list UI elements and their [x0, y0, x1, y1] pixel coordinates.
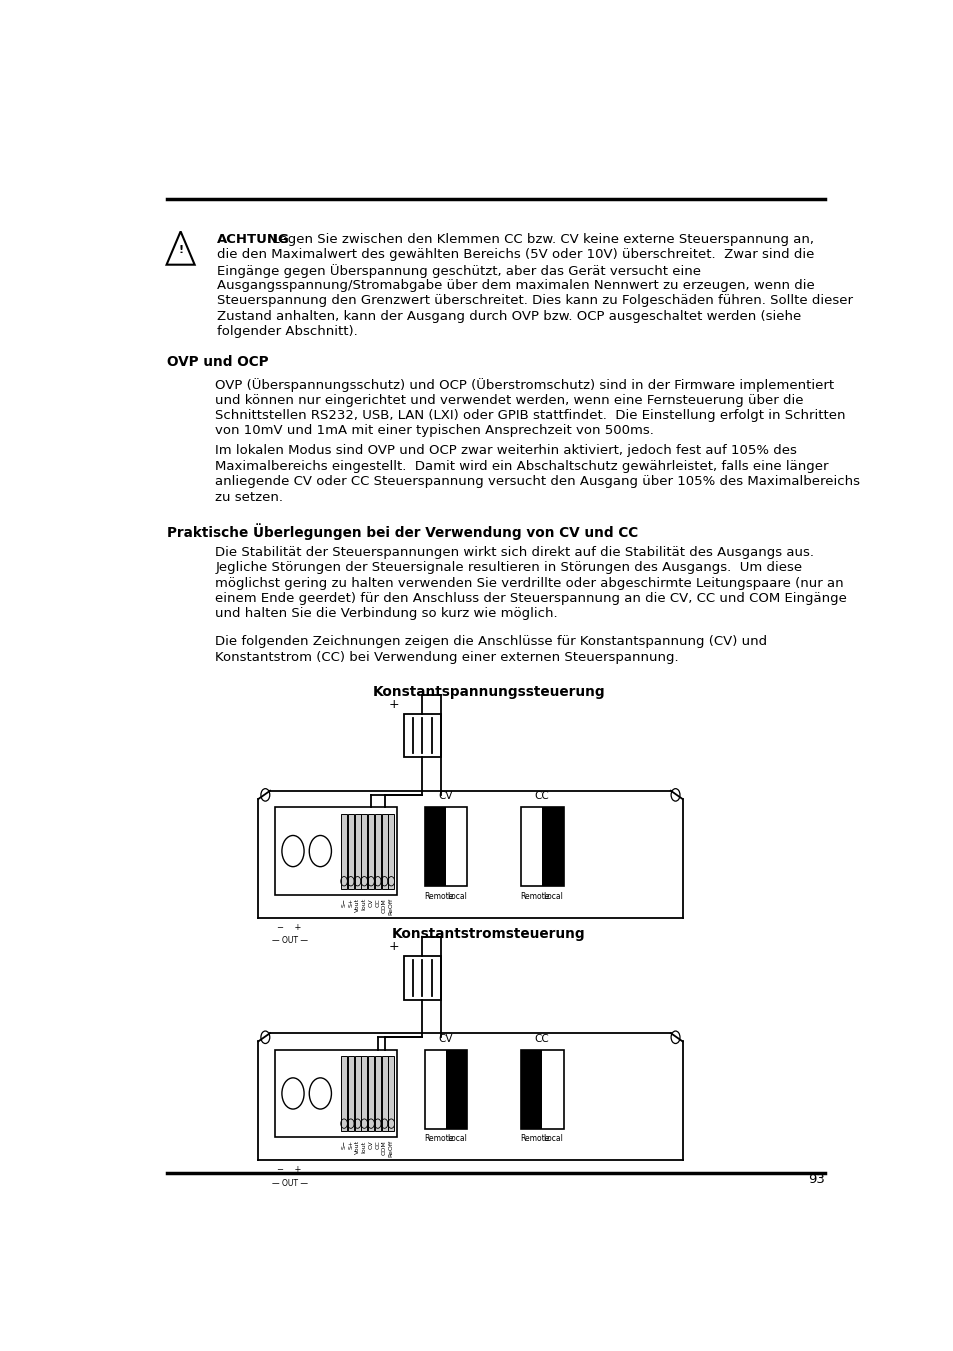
Text: CV: CV [438, 792, 453, 801]
Text: einem Ende geerdet) für den Anschluss der Steuerspannung an die CV, CC und COM E: einem Ende geerdet) für den Anschluss de… [215, 592, 846, 605]
Text: +: + [389, 940, 399, 952]
Text: Die folgenden Zeichnungen zeigen die Anschlüsse für Konstantspannung (CV) und: Die folgenden Zeichnungen zeigen die Ans… [215, 635, 766, 648]
Text: +: + [389, 697, 399, 711]
Text: Eingänge gegen Überspannung geschützt, aber das Gerät versucht eine: Eingänge gegen Überspannung geschützt, a… [216, 263, 700, 277]
Text: Ausgangsspannung/Stromabgabe über dem maximalen Nennwert zu erzeugen, wenn die: Ausgangsspannung/Stromabgabe über dem ma… [216, 280, 814, 292]
Text: Local: Local [543, 1133, 563, 1143]
Text: folgender Abschnitt).: folgender Abschnitt). [216, 326, 357, 338]
Text: Im lokalen Modus sind OVP und OCP zwar weiterhin aktiviert, jedoch fest auf 105%: Im lokalen Modus sind OVP und OCP zwar w… [215, 444, 797, 458]
Text: Remote: Remote [424, 892, 454, 901]
Text: OVP und OCP: OVP und OCP [167, 355, 269, 369]
Bar [361, 813, 367, 889]
Bar [381, 1056, 387, 1131]
Text: und halten Sie die Verbindung so kurz wie möglich.: und halten Sie die Verbindung so kurz wi… [215, 608, 558, 620]
Text: und können nur eingerichtet und verwendet werden, wenn eine Fernsteuerung über d: und können nur eingerichtet und verwende… [215, 393, 803, 407]
Text: — OUT —: — OUT — [272, 1179, 308, 1188]
Text: anliegende CV oder CC Steuerspannung versucht den Ausgang über 105% des Maximalb: anliegende CV oder CC Steuerspannung ver… [215, 476, 860, 488]
Text: −    +: − + [276, 1165, 301, 1174]
Bar [375, 1056, 380, 1131]
Text: CC: CC [535, 1034, 549, 1043]
Text: zu setzen.: zu setzen. [215, 490, 283, 504]
Bar [368, 1056, 374, 1131]
Text: ReOff: ReOff [389, 1140, 394, 1158]
Bar [341, 813, 347, 889]
Text: CV: CV [438, 1034, 453, 1043]
Bar [388, 813, 394, 889]
Text: Local: Local [447, 1133, 467, 1143]
Text: CC: CC [375, 1140, 380, 1148]
Text: 93: 93 [807, 1173, 824, 1186]
Bar [381, 813, 387, 889]
Text: Local: Local [543, 892, 563, 901]
Text: Remote: Remote [424, 1133, 454, 1143]
Text: ACHTUNG: ACHTUNG [216, 232, 290, 246]
Text: Praktische Überlegungen bei der Verwendung von CV und CC: Praktische Überlegungen bei der Verwendu… [167, 523, 638, 539]
Text: OVP (Überspannungsschutz) und OCP (Überstromschutz) sind in der Firmware impleme: OVP (Überspannungsschutz) und OCP (Übers… [215, 378, 834, 392]
Bar [388, 1056, 394, 1131]
Bar [403, 957, 440, 1000]
Bar [355, 1056, 360, 1131]
Text: −    +: − + [276, 923, 301, 932]
Bar [341, 1056, 347, 1131]
Bar [368, 813, 374, 889]
Text: Local: Local [447, 892, 467, 901]
Text: S+: S+ [348, 1140, 353, 1150]
Text: Konstantstrom (CC) bei Verwendung einer externen Steuerspannung.: Konstantstrom (CC) bei Verwendung einer … [215, 650, 679, 663]
Text: Remote: Remote [520, 1133, 550, 1143]
Text: S−: S− [341, 1140, 346, 1150]
Text: CV: CV [368, 898, 374, 907]
Text: Zustand anhalten, kann der Ausgang durch OVP bzw. OCP ausgeschaltet werden (sieh: Zustand anhalten, kann der Ausgang durch… [216, 309, 801, 323]
Text: COM: COM [381, 898, 387, 913]
Bar [446, 1050, 467, 1129]
Text: Konstantstromsteuerung: Konstantstromsteuerung [392, 927, 585, 942]
Text: Iout: Iout [361, 898, 366, 911]
Text: Remote: Remote [520, 892, 550, 901]
Bar [520, 1050, 541, 1129]
Text: Legen Sie zwischen den Klemmen CC bzw. CV keine externe Steuerspannung an,: Legen Sie zwischen den Klemmen CC bzw. C… [264, 232, 813, 246]
Bar [424, 808, 467, 886]
Text: CC: CC [375, 898, 380, 907]
Bar [348, 813, 354, 889]
Bar [541, 808, 563, 886]
Text: !: ! [178, 245, 183, 255]
Text: Maximalbereichs eingestellt.  Damit wird ein Abschaltschutz gewährleistet, falls: Maximalbereichs eingestellt. Damit wird … [215, 459, 828, 473]
Text: von 10mV und 1mA mit einer typischen Ansprechzeit von 500ms.: von 10mV und 1mA mit einer typischen Ans… [215, 424, 654, 438]
Text: Vout: Vout [355, 1140, 359, 1154]
Bar [375, 813, 380, 889]
Bar [424, 808, 446, 886]
Text: möglichst gering zu halten verwenden Sie verdrillte oder abgeschirmte Leitungspa: möglichst gering zu halten verwenden Sie… [215, 577, 843, 589]
Text: Schnittstellen RS232, USB, LAN (LXI) oder GPIB stattfindet.  Die Einstellung erf: Schnittstellen RS232, USB, LAN (LXI) ode… [215, 409, 845, 422]
Text: die den Maximalwert des gewählten Bereichs (5V oder 10V) überschreitet.  Zwar si: die den Maximalwert des gewählten Bereic… [216, 249, 813, 261]
Bar [361, 1056, 367, 1131]
Text: Steuerspannung den Grenzwert überschreitet. Dies kann zu Folgeschäden führen. So: Steuerspannung den Grenzwert überschreit… [216, 295, 852, 308]
Text: S−: S− [341, 898, 346, 907]
Bar [348, 1056, 354, 1131]
Text: S+: S+ [348, 898, 353, 907]
Bar [274, 808, 396, 894]
Text: Die Stabilität der Steuerspannungen wirkt sich direkt auf die Stabilität des Aus: Die Stabilität der Steuerspannungen wirk… [215, 546, 814, 559]
Text: — OUT —: — OUT — [272, 936, 308, 946]
Bar [274, 1050, 396, 1138]
Text: Iout: Iout [361, 1140, 366, 1152]
Text: Jegliche Störungen der Steuersignale resultieren in Störungen des Ausgangs.  Um : Jegliche Störungen der Steuersignale res… [215, 561, 801, 574]
Text: Konstantspannungssteuerung: Konstantspannungssteuerung [373, 685, 604, 698]
Bar [424, 1050, 467, 1129]
Text: COM: COM [381, 1140, 387, 1155]
Bar [520, 808, 563, 886]
Text: CC: CC [535, 792, 549, 801]
Bar [520, 1050, 563, 1129]
Text: Vout: Vout [355, 898, 359, 912]
Text: CV: CV [368, 1140, 374, 1148]
Bar [403, 713, 440, 758]
Bar [355, 813, 360, 889]
Text: ReOff: ReOff [389, 898, 394, 915]
